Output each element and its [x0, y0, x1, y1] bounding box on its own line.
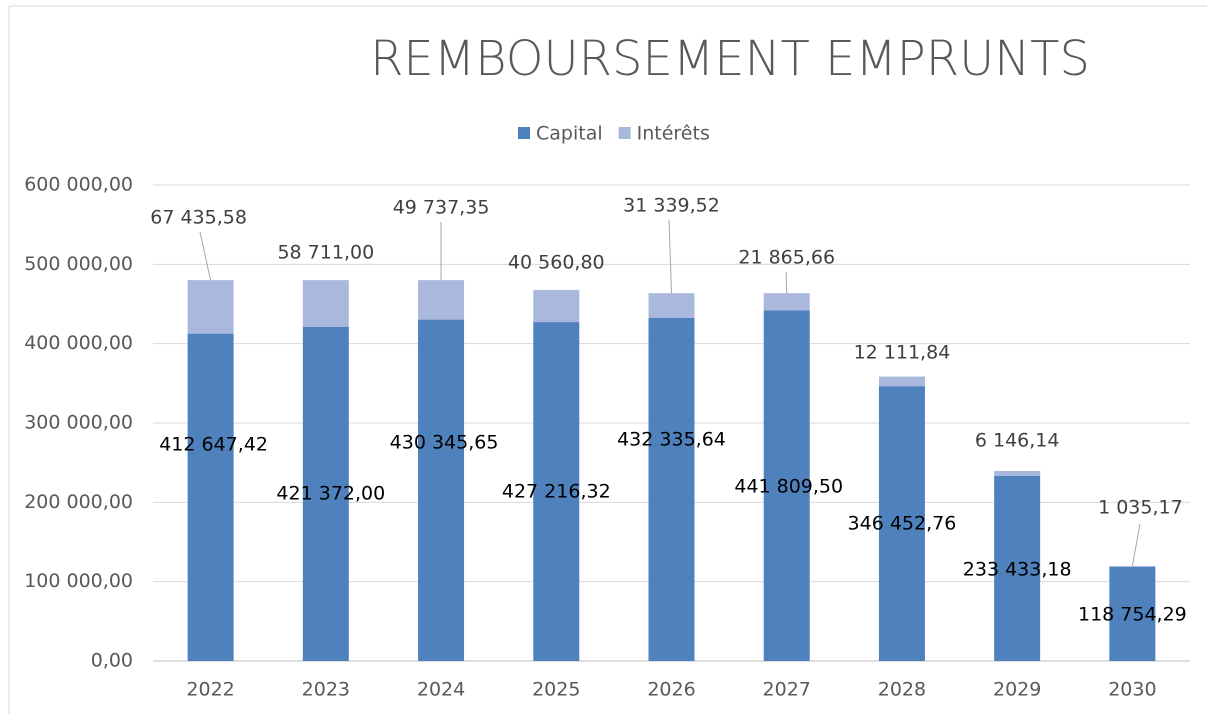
y-tick-label: 500 000,00: [24, 253, 133, 275]
y-tick-label: 300 000,00: [24, 412, 133, 434]
x-tick-label: 2026: [647, 679, 695, 701]
data-label: 412 647,42: [159, 434, 268, 456]
leader-line: [668, 219, 672, 294]
x-tick-label: 2025: [532, 679, 580, 701]
data-label: 427 216,32: [502, 481, 611, 503]
data-label: 430 345,65: [390, 432, 499, 454]
bar-segment: [302, 280, 349, 327]
y-tick-label: 200 000,00: [24, 491, 133, 513]
bar-segment: [187, 333, 234, 661]
bar-segment: [533, 289, 580, 323]
data-label: 432 335,64: [617, 429, 726, 451]
x-tick-label: 2030: [1108, 679, 1156, 701]
legend-swatch: [518, 127, 530, 139]
bar-segment: [878, 386, 925, 661]
data-label: 21 865,66: [738, 247, 835, 269]
bar-segment: [418, 319, 465, 661]
data-label: 67 435,58: [150, 207, 247, 229]
bar-segment: [648, 293, 695, 319]
chart-title: REMBOURSEMENT EMPRUNTS: [370, 31, 1090, 87]
data-label: 1 035,17: [1098, 497, 1183, 519]
data-label: 49 737,35: [393, 197, 490, 219]
bar-segment: [763, 310, 810, 661]
data-label: 421 372,00: [276, 483, 385, 505]
bar-segment: [302, 326, 349, 661]
y-tick-label: 400 000,00: [24, 332, 133, 354]
data-label: 58 711,00: [277, 242, 374, 264]
data-label: 346 452,76: [848, 513, 957, 535]
x-tick-label: 2022: [186, 679, 234, 701]
x-tick-label: 2029: [993, 679, 1041, 701]
bar-segment: [648, 318, 695, 661]
leader-line: [1131, 523, 1141, 567]
bar-segment: [1109, 565, 1156, 567]
x-tick-label: 2027: [763, 679, 811, 701]
x-tick-label: 2024: [417, 679, 465, 701]
data-label: 118 754,29: [1078, 604, 1187, 626]
bar-segment: [187, 280, 234, 334]
bar-segment: [994, 470, 1041, 476]
bar-segment: [763, 293, 810, 311]
y-tick-label: 0,00: [91, 650, 133, 672]
legend-label: Capital: [536, 123, 603, 145]
x-tick-label: 2028: [878, 679, 926, 701]
data-label: 441 809,50: [734, 476, 843, 498]
data-label: 233 433,18: [963, 559, 1072, 581]
bar-segment: [878, 376, 925, 387]
bar-segment: [1109, 566, 1156, 661]
data-label: 6 146,14: [975, 430, 1060, 452]
data-label: 12 111,84: [854, 342, 951, 364]
leader-line: [785, 271, 788, 294]
data-label: 40 560,80: [508, 252, 605, 274]
legend-label: Intérêts: [637, 123, 710, 145]
legend-swatch: [618, 127, 631, 139]
bar-segment: [994, 475, 1041, 661]
x-tick-label: 2023: [302, 679, 350, 701]
y-tick-label: 600 000,00: [24, 174, 133, 196]
leader-line: [199, 231, 212, 281]
bar-segment: [418, 280, 465, 320]
bar-segment: [533, 322, 580, 661]
y-tick-label: 100 000,00: [24, 570, 133, 592]
data-label: 31 339,52: [623, 195, 720, 217]
